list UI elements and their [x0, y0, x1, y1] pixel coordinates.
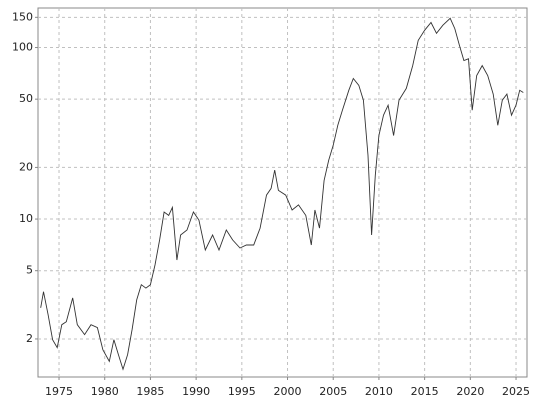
x-tick-label: 1980 — [91, 385, 119, 398]
x-tick-label: 1975 — [45, 385, 73, 398]
x-tick-label: 2020 — [456, 385, 484, 398]
x-tick-label: 2010 — [365, 385, 393, 398]
x-tick-label: 1990 — [182, 385, 210, 398]
y-tick-label: 50 — [19, 92, 33, 105]
x-tick-label: 1985 — [136, 385, 164, 398]
y-tick-label: 5 — [26, 264, 33, 277]
x-tick-label: 2025 — [502, 385, 530, 398]
x-tick-label: 2000 — [274, 385, 302, 398]
y-tick-label: 150 — [12, 10, 33, 23]
y-tick-label: 10 — [19, 212, 33, 225]
x-tick-label: 2015 — [411, 385, 439, 398]
y-tick-label: 100 — [12, 41, 33, 54]
y-tick-label: 20 — [19, 160, 33, 173]
x-tick-label: 2005 — [319, 385, 347, 398]
y-tick-label: 2 — [26, 332, 33, 345]
plot-frame — [37, 7, 528, 378]
x-tick-label: 1995 — [228, 385, 256, 398]
line-series — [40, 17, 524, 371]
